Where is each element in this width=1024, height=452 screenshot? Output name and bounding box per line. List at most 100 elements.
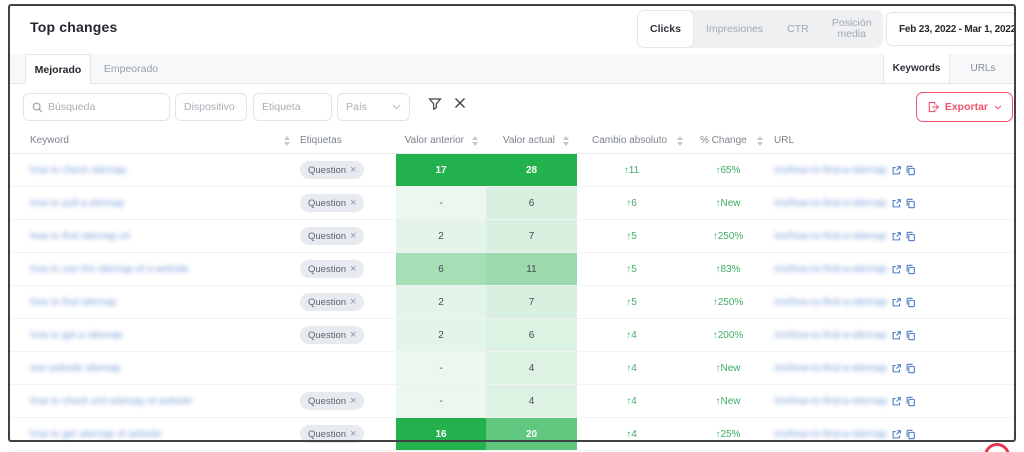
pct-change-cell: ↑New xyxy=(686,352,770,384)
tag-remove-icon[interactable]: × xyxy=(350,262,357,275)
copy-icon[interactable] xyxy=(905,396,916,407)
keyword-cell: how to get a sitemap xyxy=(30,319,300,351)
keyword-link[interactable]: how to get a sitemap xyxy=(30,329,123,341)
column-header-keyword[interactable]: Keyword xyxy=(30,128,300,153)
device-select[interactable]: Dispositivo xyxy=(175,93,247,121)
copy-icon[interactable] xyxy=(905,231,916,242)
cambio-absoluto-cell: ↑6 xyxy=(577,187,686,219)
column-header-valor-actual[interactable]: Valor actual xyxy=(486,128,577,153)
export-button[interactable]: Exportar xyxy=(915,92,1013,122)
keyword-link[interactable]: how to find sitemap url xyxy=(30,230,131,242)
tag-pill[interactable]: Question × xyxy=(300,194,365,212)
cambio-absoluto-cell: ↑5 xyxy=(577,253,686,285)
tag-filter-input[interactable] xyxy=(262,101,323,113)
tag-pill[interactable]: Question × xyxy=(300,293,365,311)
external-link-icon[interactable] xyxy=(891,429,902,440)
external-link-icon[interactable] xyxy=(891,165,902,176)
url-actions xyxy=(891,396,916,407)
keyword-link[interactable]: how to find sitemap xyxy=(30,296,117,308)
country-select[interactable]: País xyxy=(337,93,410,121)
external-link-icon[interactable] xyxy=(891,396,902,407)
tab-posicion-media[interactable]: Posición media xyxy=(831,17,872,40)
external-link-icon[interactable] xyxy=(891,231,902,242)
pct-value: ↑New xyxy=(715,395,741,407)
url-link[interactable]: /es/how-to-find-a-sitemap xyxy=(774,263,887,275)
cambio-absoluto-cell: ↑5 xyxy=(577,286,686,318)
tag-pill[interactable]: Question × xyxy=(300,260,365,278)
tag-label: Question xyxy=(308,296,347,308)
external-link-icon[interactable] xyxy=(891,330,902,341)
copy-icon[interactable] xyxy=(905,429,916,440)
tag-remove-icon[interactable]: × xyxy=(350,229,357,242)
pct-change-cell: ↑New xyxy=(686,385,770,417)
url-cell: /es/how-to-find-a-sitemap xyxy=(770,352,1016,384)
tag-remove-icon[interactable]: × xyxy=(350,427,357,440)
copy-icon[interactable] xyxy=(905,264,916,275)
url-link[interactable]: /es/how-to-find-a-sitemap xyxy=(774,362,887,374)
tag-pill[interactable]: Question × xyxy=(300,161,365,179)
url-link[interactable]: /es/how-to-find-a-sitemap xyxy=(774,230,887,242)
cambio-absoluto-cell: ↑4 xyxy=(577,352,686,384)
keyword-link[interactable]: how to see the sitemap of a website xyxy=(30,263,189,275)
change-value: ↑5 xyxy=(626,230,637,242)
copy-icon[interactable] xyxy=(905,165,916,176)
pct-value: ↑25% xyxy=(715,428,741,440)
url-link[interactable]: /es/how-to-find-a-sitemap xyxy=(774,329,887,341)
keyword-cell: how to find sitemap xyxy=(30,286,300,318)
sort-icon[interactable] xyxy=(677,135,684,146)
keyword-cell: see website sitemap xyxy=(30,352,300,384)
tab-keywords[interactable]: Keywords xyxy=(883,54,950,83)
tab-empeorado[interactable]: Empeorado xyxy=(103,62,159,75)
table-row: how to check sitemap Question × 17 28 ↑1… xyxy=(10,154,1016,187)
sort-icon[interactable] xyxy=(472,135,478,146)
keyword-link[interactable]: how to get sitemap of website xyxy=(30,428,162,440)
url-cell: /es/how-to-find-a-sitemap xyxy=(770,286,1016,318)
tab-urls[interactable]: URLs xyxy=(970,63,996,74)
url-link[interactable]: /es/how-to-find-a-sitemap xyxy=(774,296,887,308)
url-link[interactable]: /es/how-to-find-a-sitemap xyxy=(774,395,887,407)
external-link-icon[interactable] xyxy=(891,297,902,308)
tag-pill[interactable]: Question × xyxy=(300,227,365,245)
date-range-picker[interactable]: Feb 23, 2022 - Mar 1, 2022 xyxy=(886,12,1016,46)
tag-remove-icon[interactable]: × xyxy=(350,295,357,308)
copy-icon[interactable] xyxy=(905,198,916,209)
sort-icon[interactable] xyxy=(284,135,290,146)
column-header-pct-change[interactable]: % Change xyxy=(686,128,770,153)
tag-pill[interactable]: Question × xyxy=(300,425,365,443)
keyword-link[interactable]: how to check xml sitemap of website xyxy=(30,395,193,407)
filter-funnel-icon[interactable] xyxy=(428,97,442,111)
tag-remove-icon[interactable]: × xyxy=(350,196,357,209)
table-row: how to see the sitemap of a website Ques… xyxy=(10,253,1016,286)
copy-icon[interactable] xyxy=(905,330,916,341)
external-link-icon[interactable] xyxy=(891,264,902,275)
copy-icon[interactable] xyxy=(905,363,916,374)
url-link[interactable]: /es/how-to-find-a-sitemap xyxy=(774,428,887,440)
tab-clicks[interactable]: Clicks xyxy=(637,10,694,48)
tag-remove-icon[interactable]: × xyxy=(350,163,357,176)
tag-remove-icon[interactable]: × xyxy=(350,328,357,341)
clear-filters-icon[interactable] xyxy=(454,97,466,109)
tab-ctr[interactable]: CTR xyxy=(787,22,809,35)
search-input[interactable] xyxy=(48,101,158,113)
column-header-valor-anterior[interactable]: Valor anterior xyxy=(396,128,486,153)
tag-pill[interactable]: Question × xyxy=(300,326,365,344)
external-link-icon[interactable] xyxy=(891,198,902,209)
url-link[interactable]: /es/how-to-find-a-sitemap xyxy=(774,197,887,209)
pct-value: ↑65% xyxy=(715,164,741,176)
tab-mejorado[interactable]: Mejorado xyxy=(25,54,91,84)
sort-icon[interactable] xyxy=(756,135,763,146)
tag-label: Question xyxy=(308,164,347,176)
keyword-link[interactable]: how to pull a sitemap xyxy=(30,197,124,209)
widget-content: Top changes Clicks Impresiones CTR Posic… xyxy=(10,6,1016,451)
copy-icon[interactable] xyxy=(905,297,916,308)
column-header-cambio-absoluto[interactable]: Cambio absoluto xyxy=(577,128,686,153)
keyword-link[interactable]: how to check sitemap xyxy=(30,164,127,176)
keyword-link[interactable]: see website sitemap xyxy=(30,362,121,374)
pct-value: ↑250% xyxy=(712,296,744,308)
sort-icon[interactable] xyxy=(563,135,569,146)
tag-remove-icon[interactable]: × xyxy=(350,394,357,407)
tab-impresiones[interactable]: Impresiones xyxy=(705,22,764,35)
tag-pill[interactable]: Question × xyxy=(300,392,365,410)
external-link-icon[interactable] xyxy=(891,363,902,374)
url-link[interactable]: /es/how-to-find-a-sitemap xyxy=(774,164,887,176)
